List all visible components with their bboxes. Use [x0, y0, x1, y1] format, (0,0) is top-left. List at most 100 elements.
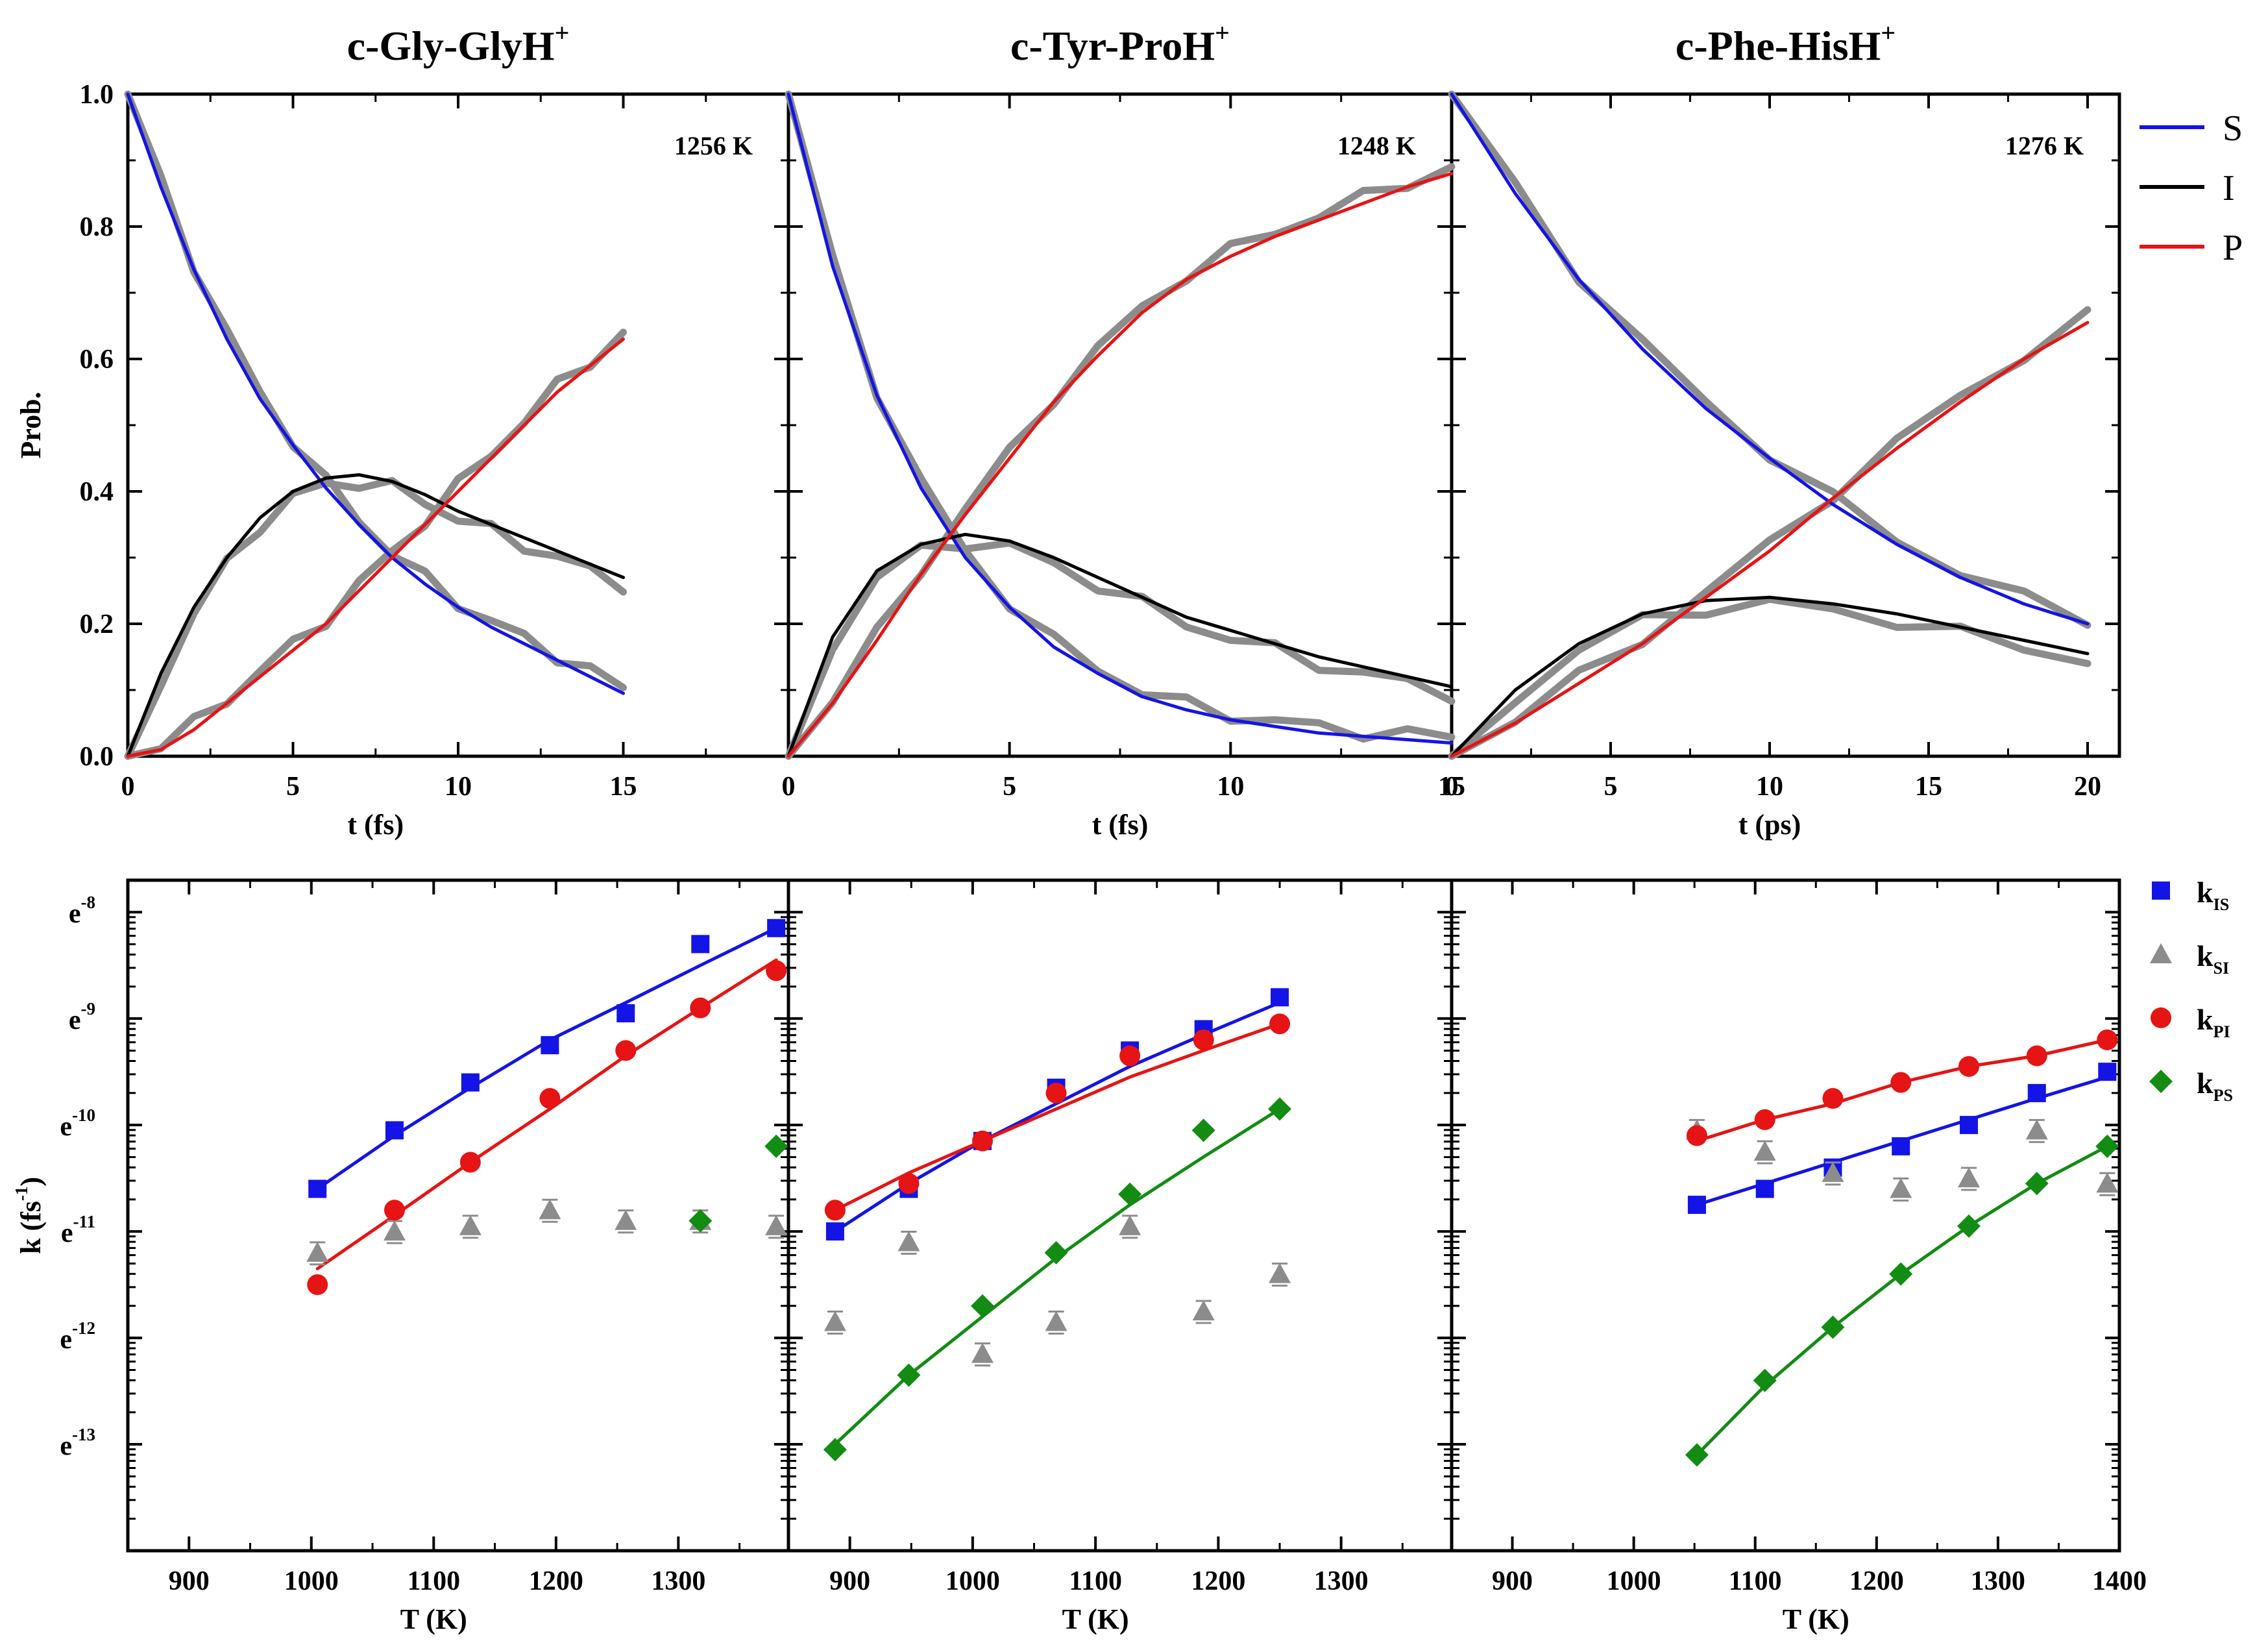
bottom-ylabel-close: ) [15, 1177, 47, 1187]
point-kPS [764, 1134, 788, 1158]
point-kPI [459, 1152, 481, 1173]
bottom-ytick-label: e-13 [60, 1425, 95, 1461]
point-kIS [1892, 1137, 1910, 1155]
point-kPI [1045, 1082, 1067, 1103]
legend-label-base: k [2197, 1003, 2213, 1036]
point-kIS [1960, 1116, 1979, 1135]
legend-label-P: P [2223, 228, 2243, 268]
point-kSI [1958, 1167, 1981, 1188]
ytick-base: e [69, 1005, 81, 1035]
bottom-xlabel: T (K) [1062, 1603, 1129, 1635]
point-kSI [1753, 1140, 1776, 1161]
temperature-annotation: 1256 K [674, 131, 753, 160]
point-kSI [2096, 1172, 2119, 1193]
point-kPS [1685, 1443, 1709, 1467]
bottom-panel-1-xtick-label: 1000 [284, 1566, 339, 1596]
point-kSI [615, 1209, 637, 1230]
fit-curve-P [126, 337, 625, 758]
top-xlabel: t (fs) [1092, 809, 1149, 841]
top-ylabel: Prob. [15, 391, 47, 458]
ytick-exponent: -11 [73, 1212, 95, 1231]
point-kPS [1821, 1315, 1845, 1339]
point-kPI [1119, 1045, 1141, 1066]
point-kSI [1192, 1300, 1215, 1321]
temperature-annotation: 1276 K [2005, 131, 2084, 160]
point-kSI [539, 1199, 561, 1220]
ytick-exponent: -13 [72, 1425, 95, 1444]
top-xlabel: t (fs) [347, 809, 404, 841]
bottom-xlabel: T (K) [400, 1603, 467, 1635]
panel-title-sup: + [1881, 18, 1896, 47]
point-kIS [691, 935, 710, 954]
point-kPI [1686, 1125, 1707, 1146]
point-kPS [1191, 1118, 1215, 1142]
fit-curve-I [1450, 595, 2090, 758]
top-ytick-label: 0.2 [80, 610, 114, 639]
fit-curve-S [1450, 92, 2090, 626]
bottom-panel-3-xtick-label: 1400 [2092, 1566, 2147, 1596]
ytick-base: e [60, 1431, 72, 1461]
point-kPI [1958, 1055, 1980, 1077]
point-kSI [459, 1214, 482, 1235]
panel-title-2: c-Tyr-ProH+ [1010, 18, 1230, 69]
top-panel-2-xtick-label: 0 [782, 772, 796, 802]
bottom-xlabel: T (K) [1783, 1603, 1849, 1635]
fit-curve-S [786, 92, 1454, 745]
bottom-panel-3-frame [1450, 878, 2121, 1553]
top-panel-1-xtick-label: 10 [445, 772, 472, 802]
bottom-panel-1-xtick-label: 1300 [651, 1566, 705, 1596]
legend-marker-IS [2152, 881, 2170, 900]
legend-label-base: k [2197, 1066, 2213, 1100]
point-kPI [766, 960, 787, 981]
ytick-exponent: -9 [81, 999, 96, 1018]
top-panel-1-xtick-label: 5 [286, 772, 300, 802]
sim-trace-S [1448, 90, 2091, 629]
bottom-panel-1-frame [126, 878, 790, 1553]
point-kIS [767, 918, 786, 937]
bottom-panel-1-xtick-label: 900 [169, 1566, 210, 1596]
bottom-panel-2-frame [786, 878, 1454, 1553]
bottom-ylabel: k (fs-1) [12, 1177, 47, 1254]
point-kPS [2025, 1172, 2049, 1196]
top-ytick-label: 0.8 [80, 212, 114, 242]
temperature-annotation: 1248 K [1337, 131, 1416, 160]
fit-curve-kPS [833, 1107, 1282, 1446]
top-panel-1-xtick-label: 0 [121, 772, 135, 802]
ytick-exponent: -10 [72, 1105, 95, 1125]
point-kPS [689, 1209, 713, 1233]
bottom-ytick-label: e-8 [69, 893, 95, 929]
top-panel-2-xtick-label: 5 [1003, 772, 1016, 802]
fit-curve-P [1450, 321, 2090, 758]
plot-layer [124, 90, 2204, 1467]
bottom-ytick-label: e-11 [61, 1212, 95, 1248]
ytick-exponent: -12 [72, 1318, 95, 1338]
point-kPI [972, 1130, 994, 1152]
point-kSI [1269, 1263, 1291, 1283]
point-kIS [2098, 1063, 2117, 1081]
top-panel-2-xtick-label: 15 [1438, 772, 1465, 802]
fit-curve-S [126, 92, 625, 695]
top-ytick-label: 1.0 [80, 80, 114, 110]
point-kPI [690, 997, 711, 1018]
fit-curve-I [786, 532, 1454, 758]
top-panel-3-xtick-label: 15 [1915, 772, 1942, 802]
bottom-panel-3-xtick-label: 1000 [1607, 1566, 1661, 1596]
point-kPS [823, 1438, 847, 1462]
top-panel-3-xtick-label: 0 [1445, 772, 1459, 802]
top-ytick-label: 0.4 [80, 477, 114, 507]
point-kSI [823, 1311, 846, 1331]
legend-label-sub: PI [2213, 1022, 2230, 1041]
bottom-panel-3-xtick-label: 1300 [1971, 1566, 2025, 1596]
ytick-base: e [61, 1218, 73, 1248]
point-kIS [461, 1073, 480, 1092]
bottom-ytick-label: e-9 [69, 999, 95, 1035]
sim-trace-I [785, 539, 1456, 760]
point-kSI [765, 1214, 788, 1235]
point-kPS [2095, 1134, 2119, 1158]
legend-label-sub: IS [2213, 895, 2230, 914]
point-kIS [2027, 1083, 2046, 1102]
point-kSI [1822, 1161, 1844, 1182]
point-kPS [1889, 1262, 1913, 1286]
point-kPS [1268, 1097, 1292, 1121]
legend-marker-PS [2149, 1070, 2173, 1093]
